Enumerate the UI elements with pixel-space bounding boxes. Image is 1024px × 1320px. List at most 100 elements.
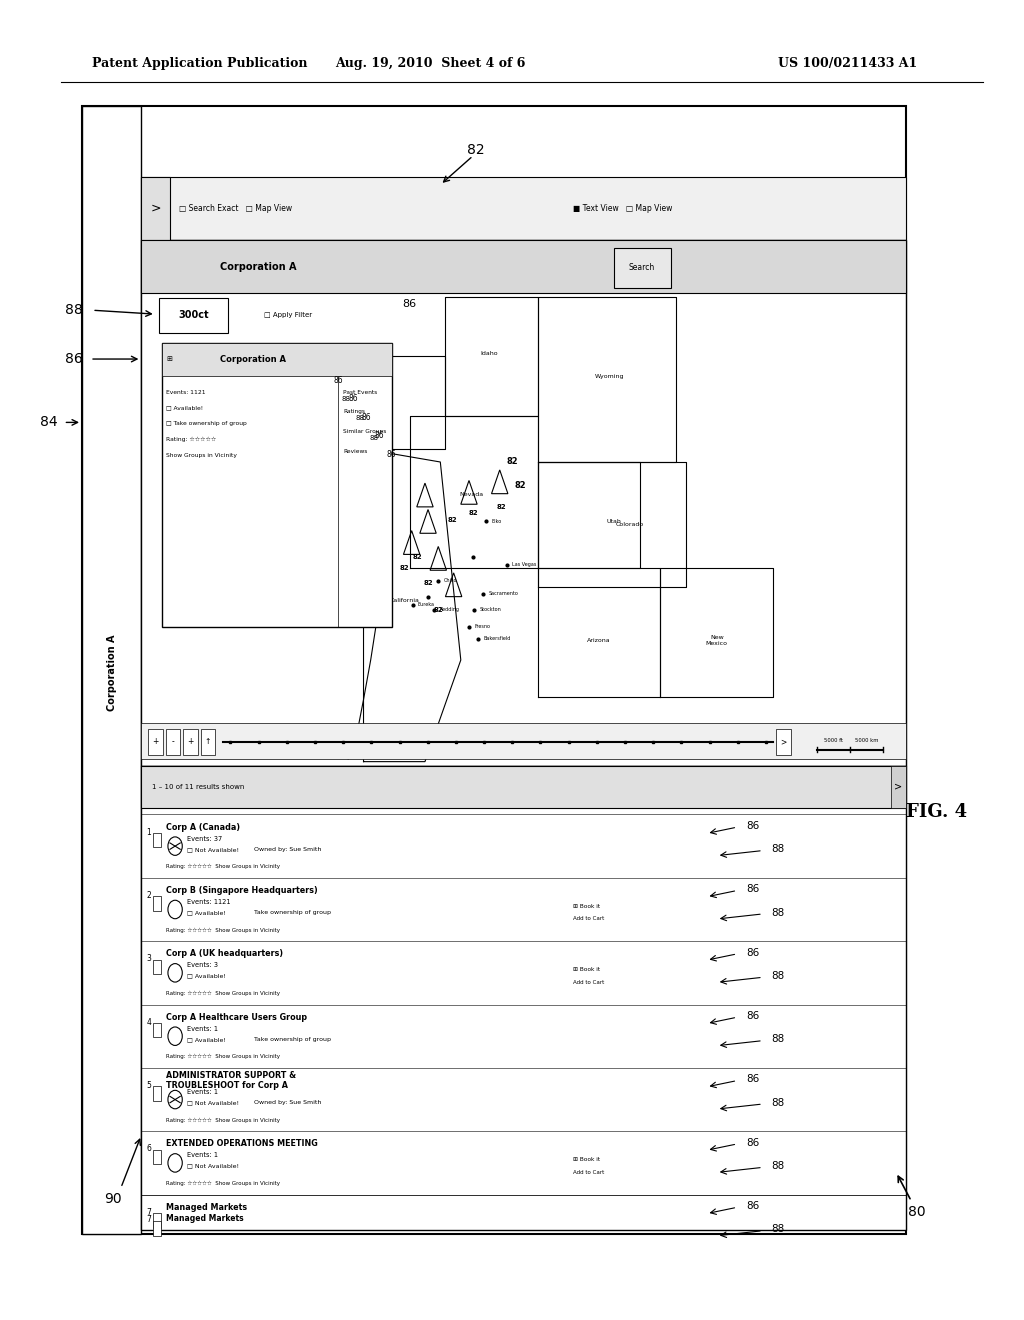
Text: 80: 80 — [907, 1205, 926, 1218]
Bar — [141, 177, 170, 240]
Text: Events: 1121: Events: 1121 — [166, 389, 206, 395]
Text: ⊞ Book it: ⊞ Book it — [573, 1158, 600, 1162]
Text: Eureka: Eureka — [418, 602, 435, 607]
Bar — [153, 1086, 161, 1101]
Text: □ Search Exact   □ Map View: □ Search Exact □ Map View — [179, 205, 292, 213]
Text: 300ct: 300ct — [178, 310, 209, 321]
Text: Managed Markets: Managed Markets — [166, 1214, 244, 1224]
Text: Rating: ☆☆☆☆☆  Show Groups in Vicinity: Rating: ☆☆☆☆☆ Show Groups in Vicinity — [166, 1053, 280, 1059]
Text: 5000 km: 5000 km — [855, 738, 878, 743]
Text: Add to Cart: Add to Cart — [573, 1170, 605, 1175]
Bar — [153, 960, 161, 974]
Text: 86: 86 — [65, 352, 83, 366]
Bar — [201, 729, 215, 755]
Text: Patent Application Publication: Patent Application Publication — [92, 57, 307, 70]
Text: ⊞ Book it: ⊞ Book it — [573, 968, 600, 972]
Text: Sacramento: Sacramento — [488, 591, 518, 597]
Bar — [153, 1150, 161, 1164]
Text: 82: 82 — [467, 144, 485, 157]
Bar — [159, 298, 228, 333]
Text: □ Not Available!: □ Not Available! — [187, 847, 240, 851]
Text: FIG. 4: FIG. 4 — [906, 803, 968, 821]
Text: -: - — [172, 738, 174, 746]
Text: 5: 5 — [146, 1081, 152, 1090]
Bar — [166, 729, 180, 755]
Text: Rating: ☆☆☆☆☆  Show Groups in Vicinity: Rating: ☆☆☆☆☆ Show Groups in Vicinity — [166, 1117, 280, 1122]
Bar — [141, 177, 906, 240]
Text: Events: 1: Events: 1 — [187, 1089, 218, 1096]
Text: Ratings: Ratings — [343, 409, 365, 414]
Text: 88: 88 — [342, 396, 350, 401]
Text: Events: 1: Events: 1 — [187, 1152, 218, 1159]
Text: US 100/0211433 A1: US 100/0211433 A1 — [778, 57, 918, 70]
Bar — [82, 106, 906, 1234]
Text: 88: 88 — [356, 416, 365, 421]
Text: 86: 86 — [746, 884, 759, 894]
Text: Add to Cart: Add to Cart — [573, 979, 605, 985]
Text: Chico: Chico — [443, 578, 457, 583]
Text: Take ownership of group: Take ownership of group — [254, 1038, 331, 1041]
Text: Events: 1: Events: 1 — [187, 1026, 218, 1032]
Text: Similar Groups: Similar Groups — [343, 429, 386, 434]
Text: Show Groups in Vicinity: Show Groups in Vicinity — [166, 453, 237, 458]
Bar — [891, 766, 906, 808]
Text: 82: 82 — [423, 581, 433, 586]
Text: 86: 86 — [746, 948, 759, 957]
Text: EXTENDED OPERATIONS MEETING: EXTENDED OPERATIONS MEETING — [166, 1139, 317, 1148]
Bar — [153, 1023, 161, 1038]
Bar — [141, 240, 906, 766]
Text: 84: 84 — [40, 416, 58, 429]
Text: Las Vegas: Las Vegas — [512, 562, 537, 568]
Text: New
Mexico: New Mexico — [706, 635, 728, 645]
Bar — [148, 729, 163, 755]
Text: Past Events: Past Events — [343, 389, 377, 395]
Text: +: + — [153, 738, 159, 746]
Text: Corp B (Singapore Headquarters): Corp B (Singapore Headquarters) — [166, 886, 317, 895]
Text: 4: 4 — [146, 1018, 152, 1027]
Text: □ Available!: □ Available! — [187, 974, 226, 978]
Text: 1 – 10 of 11 results shown: 1 – 10 of 11 results shown — [152, 784, 244, 789]
Text: >: > — [780, 738, 786, 746]
Text: 88: 88 — [772, 1035, 784, 1044]
Text: Corp A (UK headquarters): Corp A (UK headquarters) — [166, 949, 283, 958]
Bar — [141, 766, 906, 808]
Text: □ Take ownership of group: □ Take ownership of group — [166, 421, 247, 426]
Text: 88: 88 — [772, 908, 784, 917]
Text: Corporation A: Corporation A — [220, 261, 297, 272]
Text: Corp A (Canada): Corp A (Canada) — [166, 822, 240, 832]
Text: 88: 88 — [772, 972, 784, 981]
Text: 86: 86 — [746, 1138, 759, 1147]
Text: 7: 7 — [146, 1208, 152, 1217]
Text: 82: 82 — [506, 458, 518, 466]
Text: 86: 86 — [746, 1201, 759, 1210]
Text: Wyoming: Wyoming — [595, 374, 624, 379]
Text: 88: 88 — [772, 1162, 784, 1171]
Text: Arizona: Arizona — [587, 638, 611, 643]
Text: Events: 37: Events: 37 — [187, 836, 222, 842]
Bar — [141, 723, 906, 759]
Text: Corporation A: Corporation A — [106, 635, 117, 711]
Text: 82: 82 — [433, 607, 443, 612]
Text: □ Apply Filter: □ Apply Filter — [264, 313, 312, 318]
Text: Redding: Redding — [439, 607, 460, 612]
Text: 86: 86 — [746, 1074, 759, 1084]
Text: 88: 88 — [370, 436, 378, 441]
Text: 82: 82 — [497, 504, 507, 510]
Text: 86: 86 — [374, 432, 384, 440]
Text: >: > — [895, 781, 902, 792]
Text: 7: 7 — [146, 1216, 152, 1225]
Text: Owned by: Sue Smith: Owned by: Sue Smith — [254, 847, 322, 851]
Bar — [153, 896, 161, 911]
Text: +: + — [187, 738, 194, 746]
Bar — [141, 766, 906, 1230]
Text: 86: 86 — [386, 450, 396, 458]
Bar — [162, 343, 392, 376]
Text: 82: 82 — [399, 565, 410, 570]
Text: Reviews: Reviews — [343, 449, 368, 454]
Text: Rating: ☆☆☆☆☆: Rating: ☆☆☆☆☆ — [166, 437, 216, 442]
Bar — [153, 1221, 161, 1236]
Text: 86: 86 — [333, 376, 343, 384]
Text: ADMINISTRATOR SUPPORT &
TROUBLESHOOT for Corp A: ADMINISTRATOR SUPPORT & TROUBLESHOOT for… — [166, 1071, 296, 1090]
Text: Rating: ☆☆☆☆☆  Show Groups in Vicinity: Rating: ☆☆☆☆☆ Show Groups in Vicinity — [166, 990, 280, 995]
Bar — [614, 248, 671, 288]
